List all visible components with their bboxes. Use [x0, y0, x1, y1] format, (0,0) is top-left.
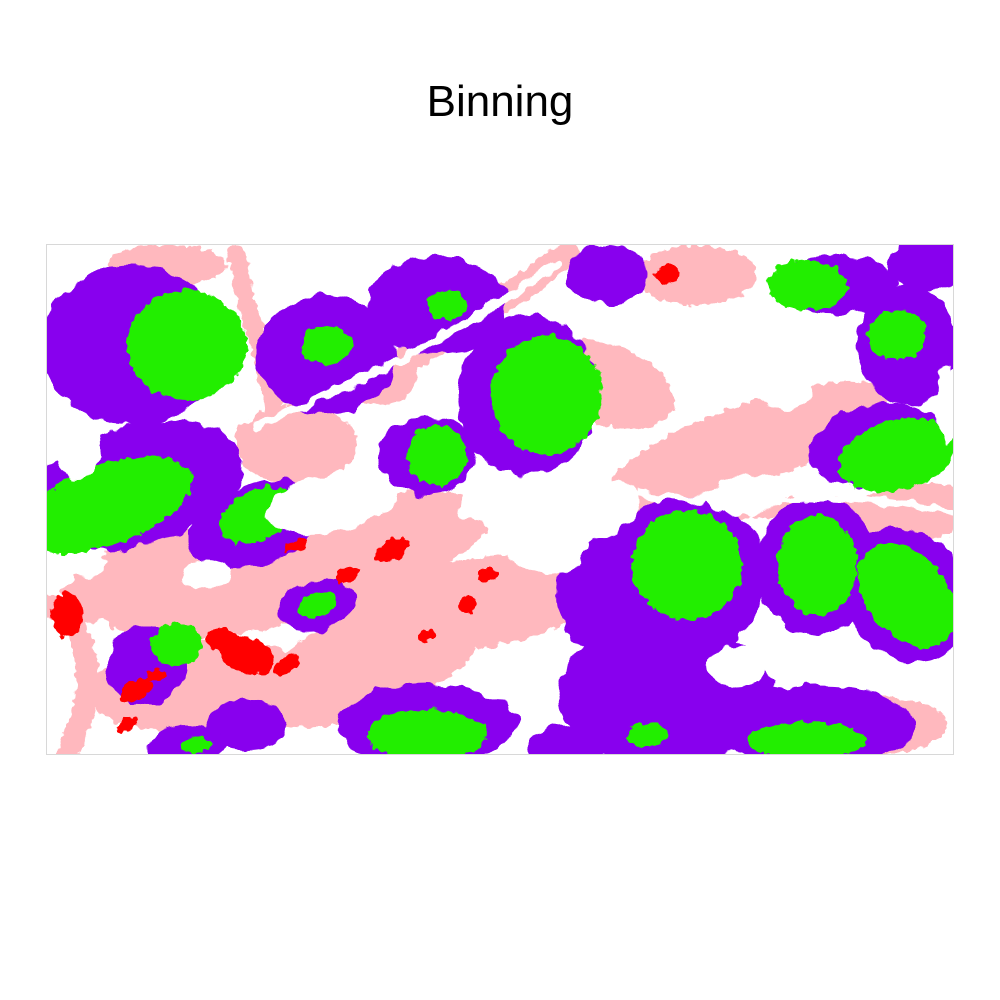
green-region [427, 290, 467, 320]
green-region [47, 456, 193, 554]
purple-region [527, 725, 607, 754]
purple-region [567, 245, 647, 305]
green-region [627, 723, 667, 747]
pink-region [637, 245, 757, 305]
green-region [767, 260, 847, 310]
white-gap [52, 410, 102, 480]
red-region [333, 566, 361, 584]
red-region [147, 669, 167, 681]
red-region [116, 717, 138, 733]
red-region [275, 654, 299, 676]
green-regions [47, 260, 953, 754]
white-gap [762, 380, 812, 410]
white-gap [457, 485, 537, 525]
red-region [51, 593, 83, 637]
green-region [867, 310, 927, 360]
white-gap [267, 270, 307, 300]
white-gap [337, 475, 397, 515]
plot-title: Binning [426, 77, 574, 126]
green-region [407, 425, 467, 485]
pink-region [103, 490, 491, 640]
green-region [777, 515, 857, 615]
white-gap [707, 474, 787, 516]
green-region [857, 542, 953, 648]
green-region [838, 417, 953, 493]
green-region [302, 325, 352, 365]
binning-map-panel [46, 244, 954, 755]
green-region [747, 722, 867, 754]
red-region [419, 629, 435, 641]
pink-region [605, 381, 889, 509]
red-region [477, 568, 497, 582]
green-region [632, 510, 742, 620]
green-region [182, 737, 212, 753]
red-region [120, 678, 154, 702]
green-region [297, 591, 337, 619]
white-gap [707, 645, 767, 685]
white-gap [182, 560, 232, 590]
white-gaps [52, 261, 953, 705]
white-gap [487, 665, 547, 705]
red-region [207, 628, 237, 652]
white-gap [67, 553, 107, 577]
green-region [152, 623, 202, 667]
white-channel [633, 491, 953, 517]
red-region [375, 537, 409, 563]
red-region [457, 597, 477, 613]
binning-map [47, 245, 953, 754]
white-gap [637, 310, 677, 340]
pink-region [56, 527, 198, 623]
purple-region [887, 245, 953, 290]
purple-region [207, 700, 287, 750]
green-region [492, 335, 602, 455]
white-channel [253, 261, 561, 429]
white-gap [937, 365, 953, 445]
green-region [367, 710, 487, 754]
green-region [127, 290, 247, 400]
red-region [655, 265, 679, 285]
white-gap [507, 515, 587, 575]
red-region [285, 538, 309, 552]
white-gap [577, 480, 637, 530]
red-regions [51, 265, 679, 733]
